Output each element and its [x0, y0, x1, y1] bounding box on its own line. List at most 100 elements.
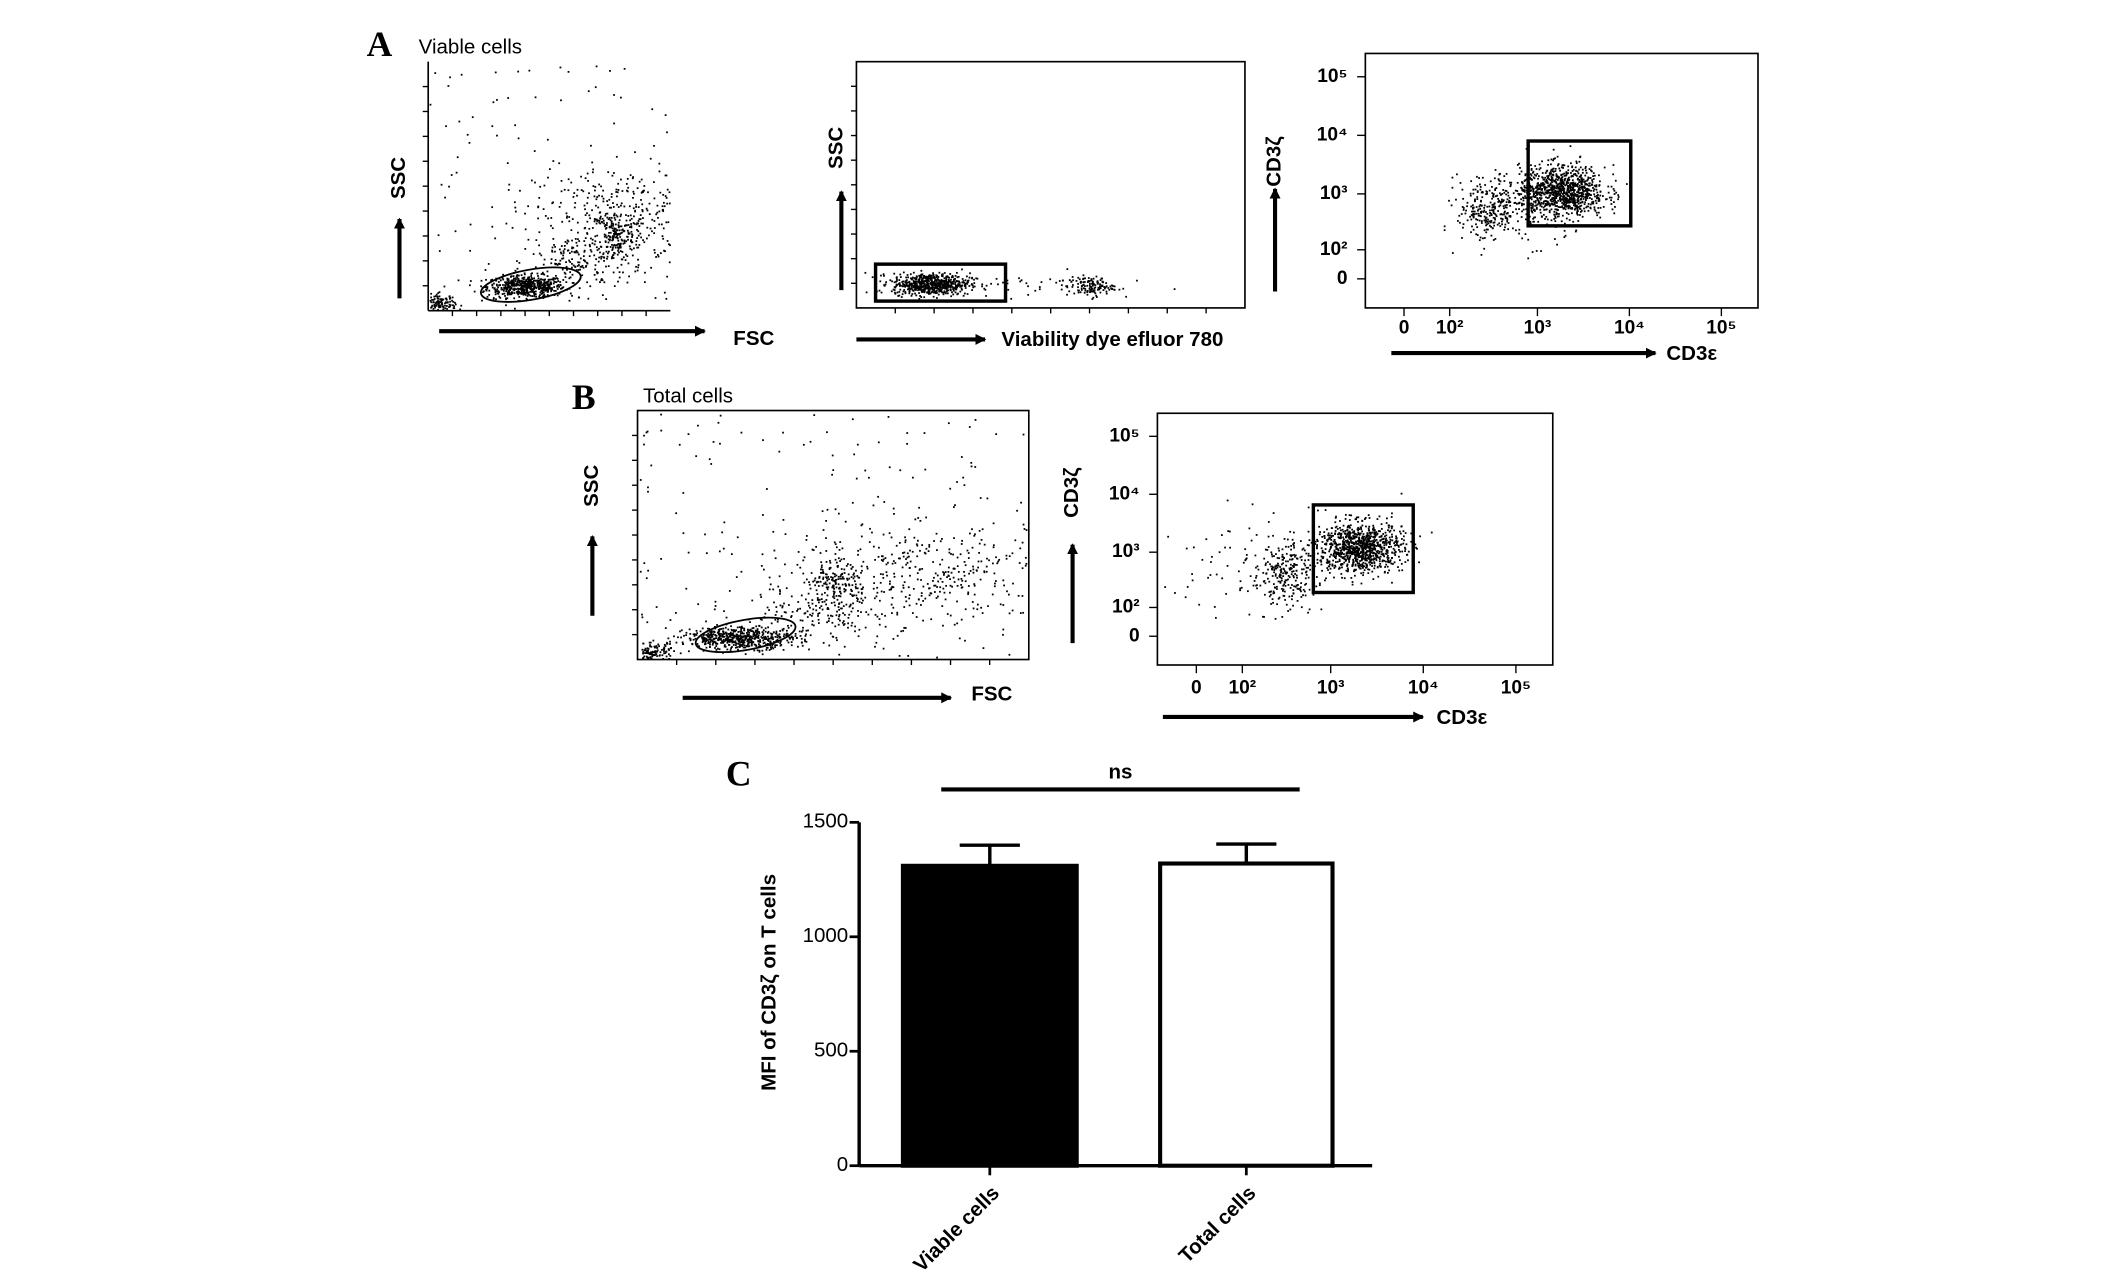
event-dot	[701, 627, 704, 630]
event-dot	[621, 251, 624, 253]
event-dot	[1555, 173, 1558, 176]
event-dot	[702, 636, 705, 639]
event-dot	[659, 252, 662, 255]
event-dot	[599, 241, 601, 244]
event-dot	[567, 70, 570, 73]
event-dot	[902, 280, 904, 283]
event-dot	[730, 647, 733, 649]
event-dot	[942, 293, 945, 296]
event-dot	[1569, 182, 1572, 185]
event-dot	[1591, 202, 1594, 205]
event-dot	[449, 76, 451, 79]
event-dot	[439, 304, 442, 307]
event-dot	[437, 297, 440, 300]
event-dot	[1078, 278, 1081, 281]
event-dot	[449, 304, 452, 307]
event-dot	[766, 606, 769, 609]
event-dot	[1486, 205, 1489, 208]
event-dot	[827, 620, 830, 622]
event-dot	[571, 273, 574, 276]
event-dot	[1536, 203, 1539, 206]
event-dot	[1529, 222, 1532, 225]
event-dot	[823, 582, 825, 585]
event-dot	[1471, 210, 1473, 213]
event-dot	[1482, 237, 1484, 240]
panel-title: Viable cells	[419, 35, 522, 58]
event-dot	[595, 246, 598, 249]
event-dot	[1464, 212, 1467, 215]
event-dot	[974, 533, 976, 536]
event-dot	[1529, 173, 1532, 176]
event-dot	[1548, 205, 1551, 207]
event-dot	[485, 289, 488, 292]
event-dot	[588, 214, 591, 217]
event-dot	[502, 284, 504, 286]
event-dot	[985, 565, 988, 568]
event-dot	[542, 285, 545, 288]
event-dot	[600, 257, 603, 260]
event-dot	[655, 256, 657, 258]
event-dot	[640, 222, 643, 225]
event-dot	[1536, 193, 1539, 196]
event-dot	[896, 284, 899, 286]
event-dot	[607, 238, 610, 241]
event-dot	[1485, 219, 1487, 222]
event-dot	[740, 626, 743, 629]
event-dot	[552, 160, 555, 162]
event-dot	[1522, 208, 1525, 211]
event-dot	[586, 172, 589, 175]
event-dot	[1610, 203, 1613, 205]
event-dot	[1552, 185, 1555, 188]
event-dot	[1577, 197, 1579, 200]
event-dot	[571, 239, 573, 242]
event-dot	[1590, 170, 1593, 173]
event-dot	[1534, 191, 1537, 193]
event-dot	[805, 578, 808, 581]
event-dot	[605, 236, 608, 239]
event-dot	[551, 250, 554, 253]
event-dot	[668, 191, 671, 194]
event-dot	[740, 630, 743, 633]
event-dot	[891, 596, 894, 599]
event-dot	[1020, 279, 1023, 282]
event-dot	[1548, 211, 1551, 214]
event-dot	[1565, 212, 1568, 214]
event-dot	[626, 229, 629, 232]
event-dot	[1527, 257, 1530, 260]
event-dot	[875, 595, 878, 598]
event-dot	[1593, 206, 1596, 209]
event-dot	[1544, 205, 1546, 208]
event-dot	[859, 583, 862, 586]
event-dot	[1613, 212, 1616, 215]
event-dot	[653, 249, 656, 251]
event-dot	[578, 287, 581, 290]
event-dot	[603, 260, 605, 262]
event-dot	[579, 268, 582, 271]
event-dot	[728, 590, 731, 592]
event-dot	[1499, 225, 1502, 227]
event-dot	[730, 639, 733, 642]
event-dot	[762, 568, 765, 571]
event-dot	[843, 588, 846, 590]
event-dot	[629, 247, 632, 250]
event-dot	[530, 288, 533, 290]
event-dot	[739, 638, 742, 641]
event-dot	[907, 655, 910, 657]
event-dot	[821, 608, 824, 611]
event-dot	[986, 557, 988, 560]
event-dot	[664, 627, 667, 630]
event-dot	[523, 276, 526, 279]
event-dot	[847, 573, 850, 576]
event-dot	[460, 304, 463, 307]
event-dot	[1101, 284, 1104, 287]
event-dot	[533, 283, 536, 285]
event-dot	[1574, 184, 1577, 187]
event-dot	[891, 280, 893, 283]
event-dot	[918, 506, 921, 509]
event-dot	[1541, 176, 1544, 179]
event-dot	[741, 632, 744, 635]
event-dot	[811, 602, 814, 605]
event-dot	[1579, 186, 1582, 189]
event-dot	[906, 442, 908, 445]
event-dot	[1118, 288, 1121, 291]
